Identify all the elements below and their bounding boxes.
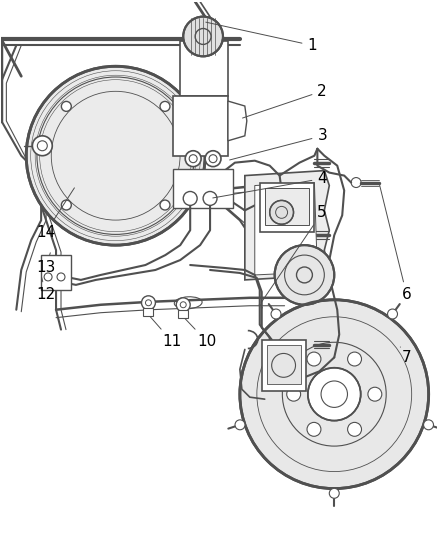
Circle shape: [61, 200, 71, 210]
Circle shape: [240, 300, 429, 489]
Circle shape: [329, 488, 339, 498]
Text: 3: 3: [230, 128, 327, 160]
Circle shape: [183, 17, 223, 56]
Circle shape: [44, 273, 52, 281]
Polygon shape: [228, 101, 247, 141]
Circle shape: [307, 422, 321, 437]
Text: 7: 7: [400, 347, 411, 365]
Circle shape: [185, 151, 201, 167]
Circle shape: [424, 420, 434, 430]
Polygon shape: [245, 171, 329, 280]
Text: 12: 12: [36, 278, 56, 302]
Bar: [178, 310, 188, 318]
Bar: [265, 188, 309, 225]
Bar: [144, 308, 153, 316]
Text: 2: 2: [243, 84, 327, 118]
Circle shape: [141, 296, 155, 310]
Text: 10: 10: [185, 319, 216, 349]
Circle shape: [183, 191, 197, 205]
Bar: [262, 340, 307, 391]
Circle shape: [57, 273, 65, 281]
Circle shape: [348, 422, 361, 437]
Text: 13: 13: [36, 253, 56, 276]
Circle shape: [307, 352, 321, 366]
Circle shape: [368, 387, 382, 401]
Text: 4: 4: [213, 171, 327, 198]
Circle shape: [160, 200, 170, 210]
Bar: [173, 168, 233, 208]
Text: 14: 14: [36, 188, 74, 240]
Circle shape: [348, 352, 361, 366]
Circle shape: [205, 151, 221, 167]
Circle shape: [32, 136, 52, 156]
Polygon shape: [255, 182, 318, 275]
Circle shape: [160, 101, 170, 111]
Circle shape: [275, 245, 334, 305]
Bar: [41, 255, 71, 290]
Circle shape: [308, 368, 361, 421]
Circle shape: [270, 200, 293, 224]
Circle shape: [388, 309, 398, 319]
Bar: [267, 344, 301, 384]
Bar: [173, 96, 228, 156]
Text: 11: 11: [150, 317, 182, 349]
Circle shape: [203, 191, 217, 205]
Text: 6: 6: [380, 185, 412, 302]
Text: 1: 1: [206, 22, 317, 53]
Circle shape: [271, 309, 281, 319]
Bar: [180, 42, 228, 96]
Circle shape: [61, 101, 71, 111]
Circle shape: [235, 420, 245, 430]
Circle shape: [287, 387, 300, 401]
Text: 5: 5: [261, 205, 327, 302]
Circle shape: [176, 298, 190, 312]
Circle shape: [26, 66, 205, 245]
Bar: [260, 182, 314, 232]
